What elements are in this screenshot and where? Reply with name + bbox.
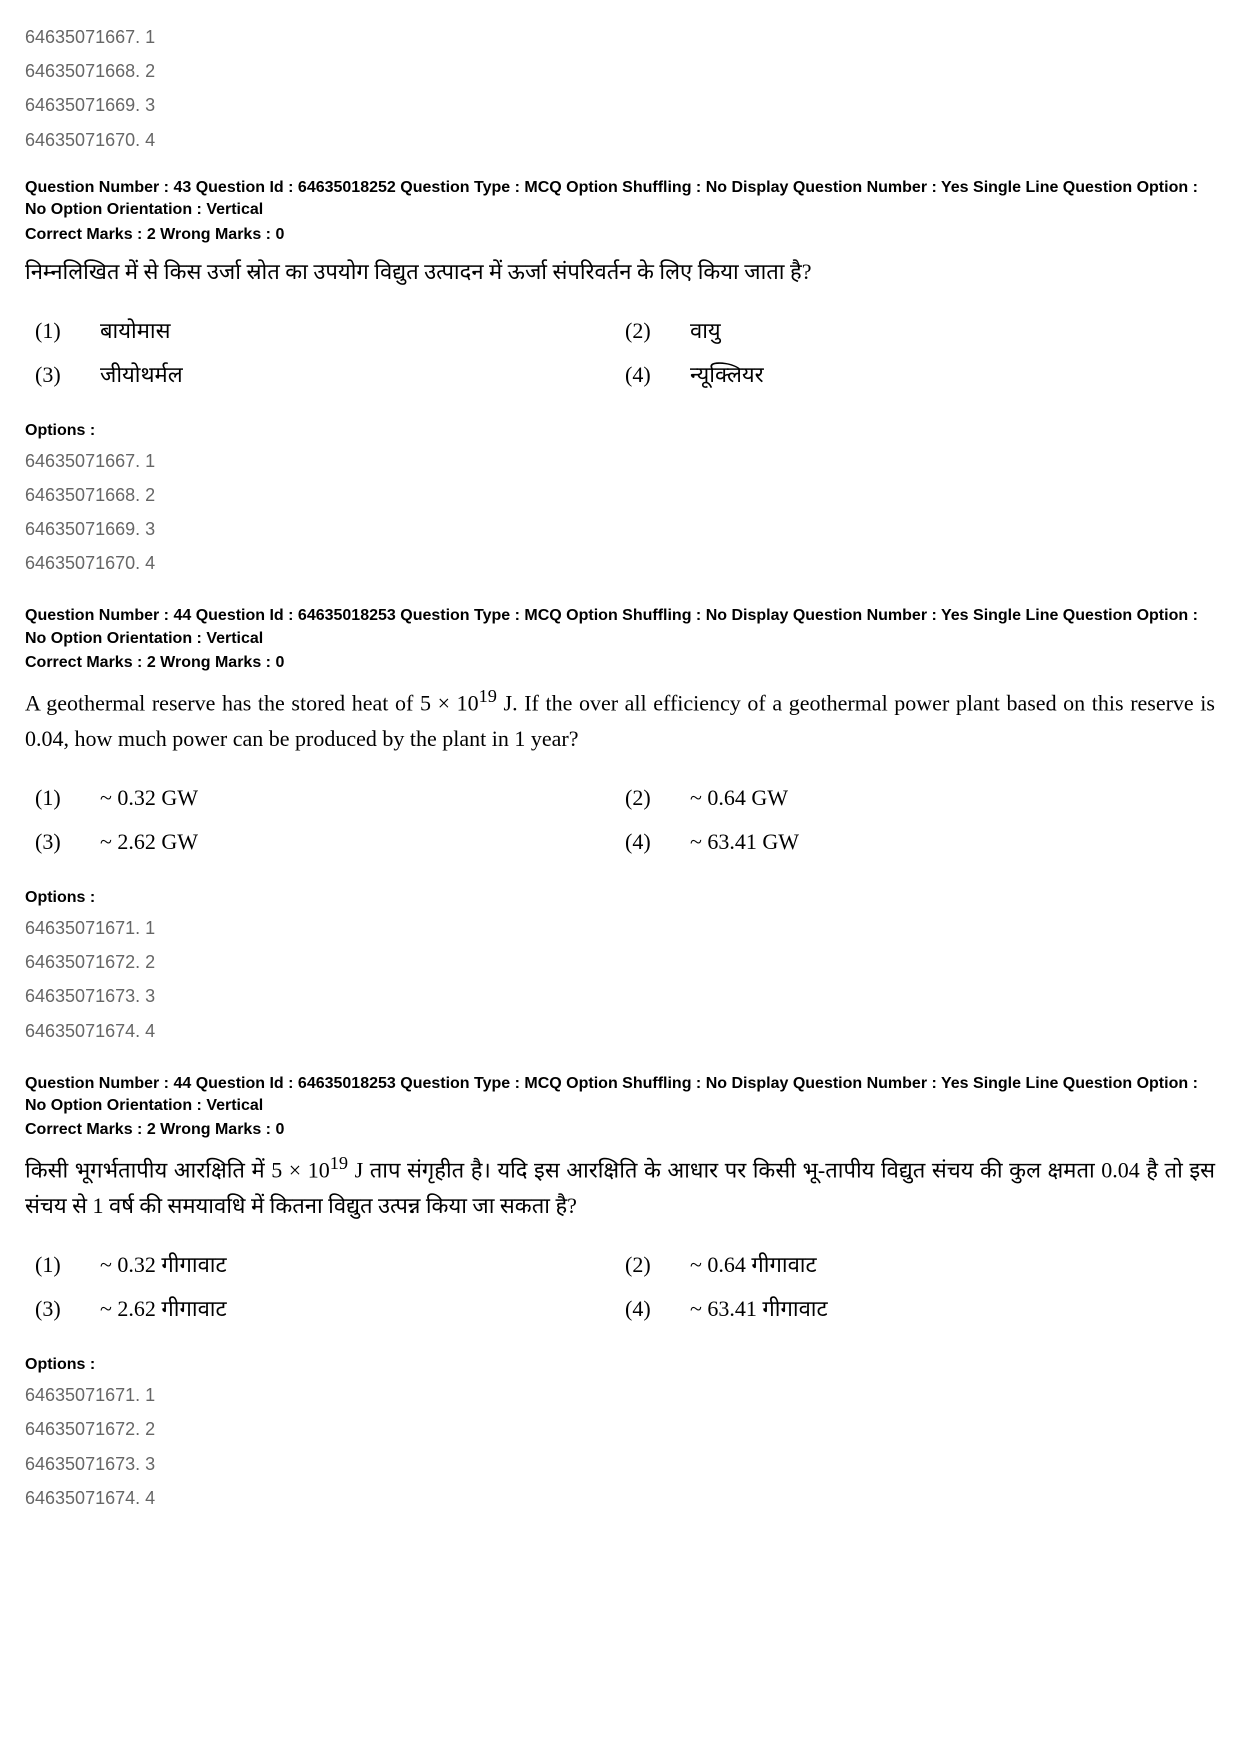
option-item: 64635071667. 1 — [25, 444, 1215, 478]
choice-num: (2) — [625, 1243, 690, 1287]
question-meta: Question Number : 44 Question Id : 64635… — [25, 1073, 1215, 1118]
choice-text: ~ 0.64 गीगावाट — [690, 1243, 817, 1287]
option-item: 64635071669. 3 — [25, 512, 1215, 546]
choice-text: वायु — [690, 309, 721, 353]
question-text: किसी भूगर्भतापीय आरक्षिति में 5 × 1019 J… — [25, 1149, 1215, 1223]
choice-num: (1) — [35, 309, 100, 353]
choice-text: ~ 0.32 गीगावाट — [100, 1243, 227, 1287]
choice-text: बायोमास — [100, 309, 170, 353]
choice-text: ~ 2.62 गीगावाट — [100, 1287, 227, 1331]
choice-text: जीयोथर्मल — [100, 353, 183, 397]
choice: (4)न्यूक्लियर — [625, 353, 1215, 397]
question-meta: Question Number : 43 Question Id : 64635… — [25, 177, 1215, 222]
question-text: निम्नलिखित में से किस उर्जा स्रोत का उपय… — [25, 254, 1215, 289]
choice: (4)~ 63.41 GW — [625, 820, 1215, 864]
initial-options-list: 64635071667. 1 64635071668. 2 6463507166… — [25, 20, 1215, 157]
choice-text: न्यूक्लियर — [690, 353, 764, 397]
options-label: Options : — [25, 889, 1215, 907]
choice: (2)वायु — [625, 309, 1215, 353]
question-choices: (1)~ 0.32 गीगावाट (2)~ 0.64 गीगावाट (3)~… — [25, 1243, 1215, 1331]
choice: (1)~ 0.32 गीगावाट — [35, 1243, 625, 1287]
question-choices: (1)~ 0.32 GW (2)~ 0.64 GW (3)~ 2.62 GW (… — [25, 776, 1215, 864]
choice: (1)बायोमास — [35, 309, 625, 353]
question-marks: Correct Marks : 2 Wrong Marks : 0 — [25, 226, 1215, 244]
question-text: A geothermal reserve has the stored heat… — [25, 682, 1215, 756]
question-choices: (1)बायोमास (2)वायु (3)जीयोथर्मल (4)न्यूक… — [25, 309, 1215, 397]
choice-text: ~ 2.62 GW — [100, 820, 198, 864]
option-item: 64635071674. 4 — [25, 1014, 1215, 1048]
question-marks: Correct Marks : 2 Wrong Marks : 0 — [25, 654, 1215, 672]
choice: (4)~ 63.41 गीगावाट — [625, 1287, 1215, 1331]
choice: (3)~ 2.62 गीगावाट — [35, 1287, 625, 1331]
choice-num: (4) — [625, 353, 690, 397]
choice-num: (2) — [625, 309, 690, 353]
option-item: 64635071668. 2 — [25, 478, 1215, 512]
option-item: 64635071673. 3 — [25, 1447, 1215, 1481]
choice-num: (3) — [35, 353, 100, 397]
choice-text: ~ 0.64 GW — [690, 776, 788, 820]
options-list: 64635071671. 1 64635071672. 2 6463507167… — [25, 1378, 1215, 1515]
choice: (3)~ 2.62 GW — [35, 820, 625, 864]
choice-num: (1) — [35, 776, 100, 820]
choice: (3)जीयोथर्मल — [35, 353, 625, 397]
option-item: 64635071671. 1 — [25, 1378, 1215, 1412]
option-item: 64635071671. 1 — [25, 911, 1215, 945]
options-label: Options : — [25, 422, 1215, 440]
question-44-en: Question Number : 44 Question Id : 64635… — [25, 605, 1215, 1047]
question-meta: Question Number : 44 Question Id : 64635… — [25, 605, 1215, 650]
choice: (2)~ 0.64 GW — [625, 776, 1215, 820]
option-item: 64635071670. 4 — [25, 123, 1215, 157]
choice-text: ~ 63.41 गीगावाट — [690, 1287, 828, 1331]
choice-text: ~ 0.32 GW — [100, 776, 198, 820]
option-item: 64635071667. 1 — [25, 20, 1215, 54]
option-item: 64635071672. 2 — [25, 1412, 1215, 1446]
choice-num: (3) — [35, 820, 100, 864]
choice-num: (4) — [625, 820, 690, 864]
option-item: 64635071668. 2 — [25, 54, 1215, 88]
choice: (2)~ 0.64 गीगावाट — [625, 1243, 1215, 1287]
options-list: 64635071671. 1 64635071672. 2 6463507167… — [25, 911, 1215, 1048]
choice-num: (4) — [625, 1287, 690, 1331]
choice-num: (1) — [35, 1243, 100, 1287]
question-44-hi: Question Number : 44 Question Id : 64635… — [25, 1073, 1215, 1515]
question-43: Question Number : 43 Question Id : 64635… — [25, 177, 1215, 581]
option-item: 64635071674. 4 — [25, 1481, 1215, 1515]
choice-text: ~ 63.41 GW — [690, 820, 799, 864]
question-marks: Correct Marks : 2 Wrong Marks : 0 — [25, 1121, 1215, 1139]
option-item: 64635071672. 2 — [25, 945, 1215, 979]
options-label: Options : — [25, 1356, 1215, 1374]
choice-num: (3) — [35, 1287, 100, 1331]
option-item: 64635071670. 4 — [25, 546, 1215, 580]
option-item: 64635071669. 3 — [25, 88, 1215, 122]
options-list: 64635071667. 1 64635071668. 2 6463507166… — [25, 444, 1215, 581]
option-item: 64635071673. 3 — [25, 979, 1215, 1013]
choice: (1)~ 0.32 GW — [35, 776, 625, 820]
choice-num: (2) — [625, 776, 690, 820]
